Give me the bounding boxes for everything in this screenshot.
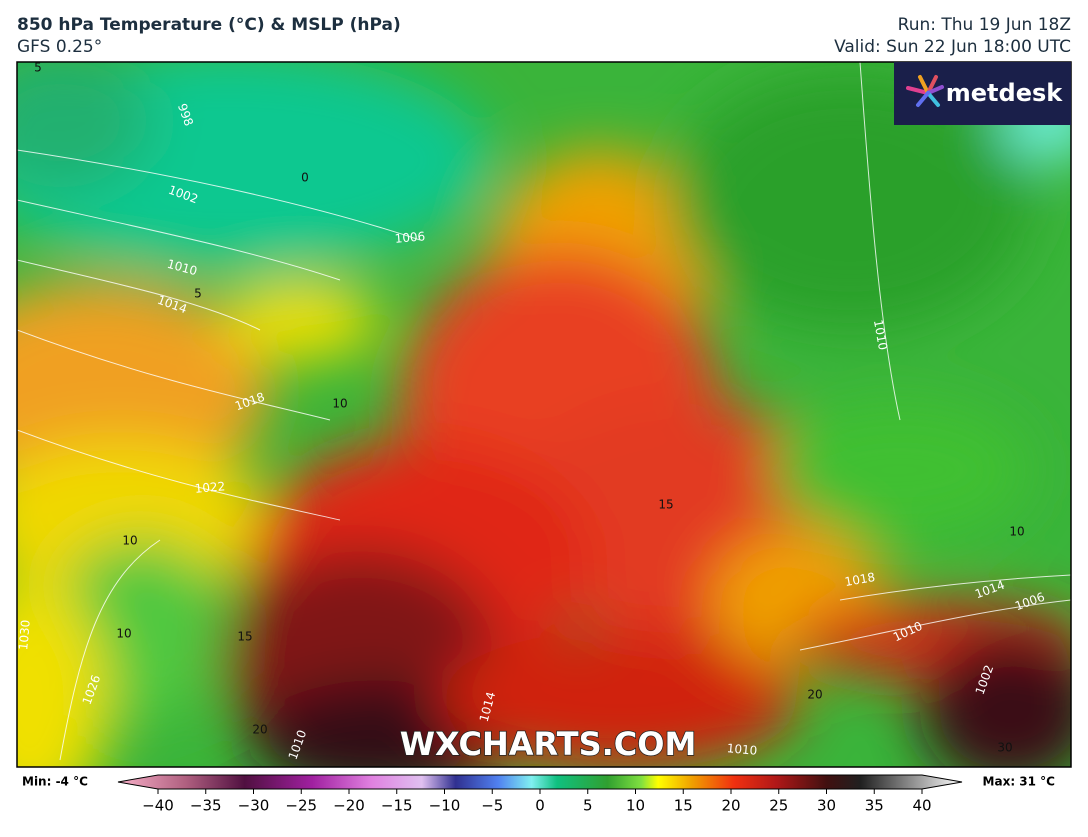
temperature-label: 20 bbox=[807, 688, 822, 702]
isobar-label: 1010 bbox=[871, 319, 890, 352]
logo-text: metdesk bbox=[946, 79, 1064, 107]
isobar-label: 1018 bbox=[844, 570, 877, 589]
colorbar-tick-label: 40 bbox=[912, 797, 931, 815]
colorbar-tick-label: −10 bbox=[429, 797, 461, 815]
colorbar-tick-label: 10 bbox=[626, 797, 645, 815]
run-time: Run: Thu 19 Jun 18Z bbox=[898, 15, 1071, 35]
temperature-label: 15 bbox=[237, 630, 252, 644]
legend-min: Min: -4 °C bbox=[22, 775, 88, 789]
colorbar-tick-label: −40 bbox=[142, 797, 174, 815]
isobar-label: 1030 bbox=[16, 619, 33, 651]
colorbar-tick-label: 35 bbox=[865, 797, 884, 815]
temperature-label: 10 bbox=[332, 397, 347, 411]
temperature-label: 10 bbox=[116, 627, 131, 641]
colorbar-tick-label: 30 bbox=[817, 797, 836, 815]
colorbar-tick-label: 20 bbox=[721, 797, 740, 815]
logo-mark bbox=[906, 75, 944, 107]
isobar-label: 1022 bbox=[194, 479, 226, 496]
colorbar-tick-label: 25 bbox=[769, 797, 788, 815]
temperature-label: 20 bbox=[252, 723, 267, 737]
temperature-label: 30 bbox=[997, 741, 1012, 755]
temperature-label: 10 bbox=[122, 534, 137, 548]
valid-time: Valid: Sun 22 Jun 18:00 UTC bbox=[834, 37, 1071, 57]
isobar-label: 1010 bbox=[726, 741, 758, 758]
colorbar-tick-label: −25 bbox=[285, 797, 317, 815]
temperature-label: 15 bbox=[658, 498, 673, 512]
temperature-label: 10 bbox=[1009, 525, 1024, 539]
colorbar-tick-label: 15 bbox=[674, 797, 693, 815]
title: 850 hPa Temperature (°C) & MSLP (hPa) bbox=[17, 15, 401, 35]
map bbox=[17, 62, 1071, 767]
colorbar-tick-label: −5 bbox=[481, 797, 503, 815]
colorbar-tick-label: −35 bbox=[190, 797, 222, 815]
colorbar-tick-label: 5 bbox=[583, 797, 593, 815]
colorbar-tick-label: −20 bbox=[333, 797, 365, 815]
colorbar-tick-label: −30 bbox=[238, 797, 270, 815]
temperature-label: 5 bbox=[194, 287, 202, 301]
isobar-label: 1006 bbox=[394, 229, 426, 246]
model: GFS 0.25° bbox=[17, 37, 102, 57]
temperature-label: 0 bbox=[301, 171, 309, 185]
temperature-label: 5 bbox=[34, 61, 42, 75]
colorbar-tick-label: −15 bbox=[381, 797, 413, 815]
watermark: WXCHARTS.COM bbox=[400, 725, 697, 763]
legend-max: Max: 31 °C bbox=[983, 775, 1056, 789]
colorbar-tick-label: 0 bbox=[535, 797, 545, 815]
colorbar bbox=[117, 774, 963, 790]
